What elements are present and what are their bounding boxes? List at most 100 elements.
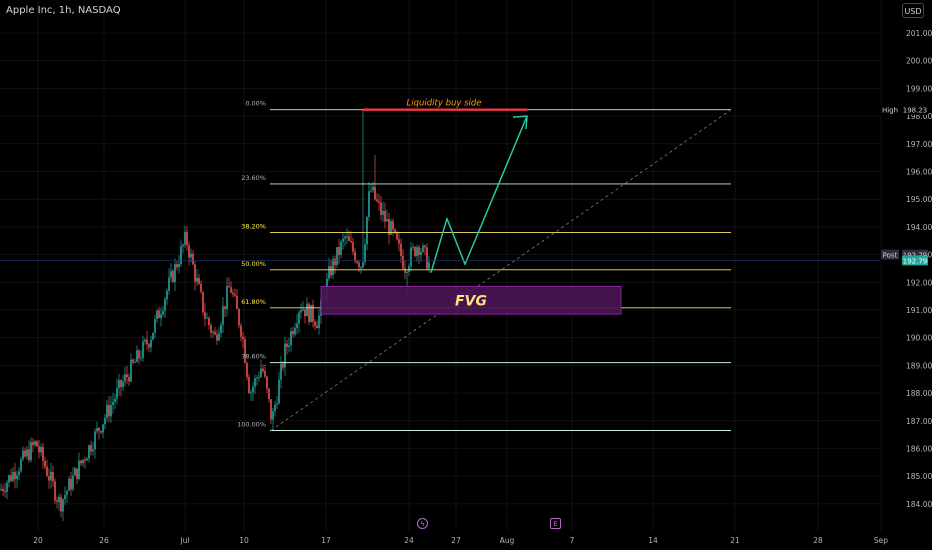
candle-body [156,310,158,320]
last-price-badge-bg [902,255,928,266]
price-tick: 186.00 [906,445,932,454]
lightning-icon[interactable]: ϟ [417,518,428,529]
fib-retracement[interactable]: 0.00% 23.60% 38.20% 50.00% 61.80% 78.60% 100.0… [237,100,731,431]
candle-body [376,199,378,201]
candle-body [248,377,250,393]
candle-body [152,332,154,340]
candle-body [160,314,162,319]
high-label: High [882,107,898,115]
candle-body [114,398,116,402]
candle-body [240,325,242,337]
price-tick: 185.00 [906,472,932,481]
candle-body [14,471,16,480]
candle-body [362,262,364,268]
candle-body [132,359,134,363]
candle-body [226,286,228,310]
liquidity-line[interactable]: Liquidity buy side [362,99,527,111]
candle-body [222,306,224,325]
candle-body [74,468,76,476]
candle-body [272,411,274,420]
candle-body [368,191,370,218]
candle-body [228,286,230,288]
candle-body [202,291,204,313]
candle-body [186,231,188,246]
candle-body [216,334,218,341]
candle-body [182,244,184,247]
candle-body [38,446,40,453]
fib-level-label: 100.00% [237,420,266,428]
candle-body [46,466,48,476]
candle-body [204,312,206,319]
candle-body [354,251,356,262]
candle-body [424,245,426,248]
candle-body [86,458,88,461]
candle-body [40,446,42,453]
candle-body [282,363,284,368]
candle-body [118,379,120,388]
price-tick: 201.00 [906,29,932,38]
symbol-title[interactable]: Apple Inc, 1h, NASDAQ [6,5,121,16]
candle-body [318,315,320,329]
earnings-icon[interactable]: E [550,518,561,529]
candle-body [34,441,36,445]
time-axis[interactable]: 20 26 Jul 10 17 24 27 Aug 7 14 21 28 Sep [33,536,888,545]
candle-body [244,339,246,363]
candle-body [168,277,170,291]
candle-body [44,460,46,467]
price-tick: 192.00 [906,278,932,287]
candle-body [214,331,216,335]
candle-body [178,263,180,268]
candle-body [334,258,336,265]
candle-body [380,202,382,215]
candle-body [10,475,12,481]
price-axis[interactable]: 201.00 200.00 199.00 198.00 197.00 196.00 195.… [906,29,932,509]
projection-arrow [430,115,528,273]
price-tick: 200.00 [906,57,932,66]
time-tick: 20 [33,536,43,545]
candle-body [20,459,22,472]
candle-body [146,339,148,345]
candle-body [276,403,278,405]
candle-body [416,247,418,256]
fvg-box[interactable] [320,286,622,315]
candle-body [390,221,392,235]
candle-body [408,266,410,272]
candle-body [176,264,178,268]
candle-body [134,362,136,364]
candle-body [356,261,358,263]
time-tick: Jul [179,536,189,545]
currency-button[interactable]: USD [902,3,924,18]
candle-body [396,231,398,240]
fib-level-label: 23.60% [241,174,266,182]
candle-body [122,381,124,388]
candle-body [154,319,156,333]
candle-body [140,357,142,359]
candle-body [16,475,18,480]
candle-body [26,449,28,457]
candle-body [406,271,408,273]
candle-body [250,392,252,394]
candle-body [130,359,132,382]
candle-body [210,325,212,333]
price-tick: 196.00 [906,168,932,177]
candle-body [84,459,86,461]
candle-body [166,290,168,300]
candle-body [174,264,176,283]
candle-body [388,219,390,235]
fvg-zone[interactable]: FVG [320,286,622,315]
candle-body [374,186,376,200]
candle-body [80,460,82,464]
candle-body [292,330,294,335]
candle-body [384,210,386,222]
candle-body [280,363,282,380]
candle-body [220,324,222,334]
candle-body [56,500,58,502]
candle-body [28,449,30,461]
candle-body [242,336,244,340]
candle-body [358,262,360,268]
candle-body [42,446,44,461]
candle-body [232,292,234,295]
candle-body [188,245,190,258]
last-price-badge: 192.79 [903,257,928,265]
